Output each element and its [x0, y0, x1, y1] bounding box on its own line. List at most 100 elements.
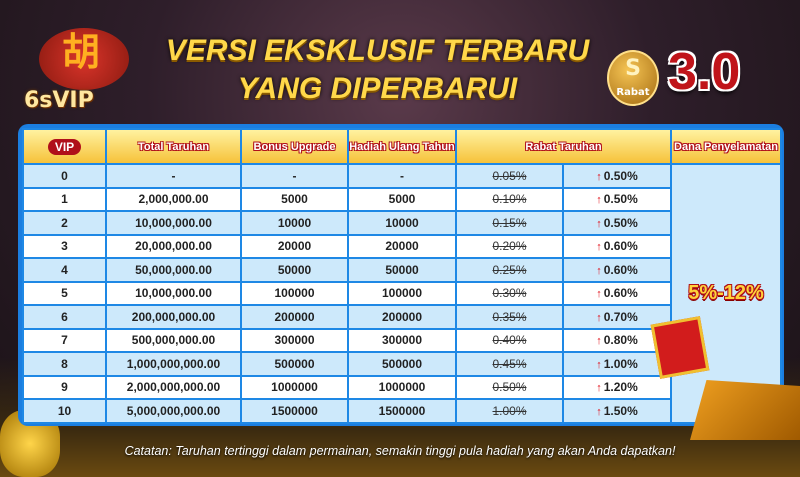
cell-hadiah: 1500000	[347, 398, 457, 424]
rabat-new-value: 0.60%	[603, 262, 638, 277]
table-row: 0- - -0.05% ↑ 0.50% 5%-12%	[22, 163, 783, 424]
cell-total: 2,000,000,000.00	[105, 374, 242, 400]
arrow-up-icon: ↑	[596, 382, 602, 395]
cell-rabat-new: ↑ 0.60%	[561, 233, 673, 259]
title-line-2: YANG DIPERBARUI	[237, 72, 518, 105]
cell-rabat-old: 0.25%	[455, 257, 564, 283]
table-row: 1 2,000,000.00 5000 5000 0.10% ↑ 0.50%	[22, 186, 781, 212]
vip-label: VIP	[47, 138, 82, 155]
vip-table-container: VIP Total Taruhan Bonus Upgrade Hadiah U…	[18, 124, 784, 426]
arrow-up-icon: ↑	[596, 264, 602, 277]
cell-rabat-old: 0.10%	[455, 186, 564, 212]
cell-dana: 5%-12%	[670, 163, 783, 424]
cell-vip: 8	[22, 351, 107, 377]
cell-hadiah: 20000	[347, 233, 457, 259]
cell-hadiah: 10000	[347, 210, 457, 236]
rabat-coin-icon: S Rabat	[607, 50, 659, 106]
header-vip: VIP	[22, 128, 107, 165]
table-row: 9 2,000,000,000.00 1000000 1000000 0.50% ↑ 1.2…	[22, 374, 781, 400]
treasure-box-icon	[690, 380, 800, 440]
cell-total: 200,000,000.00	[105, 304, 242, 330]
rabat-new-value: 0.50%	[603, 192, 638, 207]
cell-rabat-new: ↑ 1.00%	[561, 351, 673, 377]
rabat-new-value: 0.60%	[603, 286, 638, 301]
table-row: 4 50,000,000.00 50000 50000 0.25% ↑ 0.60%	[22, 257, 781, 283]
rabat-new-value: 0.60%	[603, 239, 638, 254]
arrow-up-icon: ↑	[596, 405, 602, 418]
title-line-1: VERSI EKSKLUSIF TERBARU	[165, 34, 590, 67]
arrow-up-icon: ↑	[596, 311, 602, 324]
cell-total: 5,000,000,000.00	[105, 398, 242, 424]
cell-rabat-old: 0.50%	[455, 374, 564, 400]
header-hadiah: Hadiah Ulang Tahun	[347, 128, 457, 165]
cell-rabat-new: ↑ 1.20%	[561, 374, 673, 400]
cell-vip: 0	[22, 163, 107, 189]
arrow-up-icon: ↑	[596, 170, 602, 183]
arrow-up-icon: ↑	[596, 358, 602, 371]
cell-bonus: 500000	[240, 351, 349, 377]
cell-bonus: 5000	[240, 186, 349, 212]
cell-bonus: 20000	[240, 233, 349, 259]
vip-table: VIP Total Taruhan Bonus Upgrade Hadiah U…	[22, 128, 783, 424]
cell-bonus: -	[240, 163, 349, 189]
header-dana: Dana Penyelamatan	[670, 128, 783, 165]
arrow-up-icon: ↑	[596, 217, 602, 230]
cell-total: -	[105, 163, 242, 189]
cell-hadiah: 300000	[347, 327, 457, 353]
cell-bonus: 300000	[240, 327, 349, 353]
arrow-up-icon: ↑	[596, 194, 602, 207]
cell-vip: 4	[22, 257, 107, 283]
rabat-symbol: S	[625, 56, 641, 81]
cell-rabat-old: 0.30%	[455, 280, 564, 306]
cell-bonus: 50000	[240, 257, 349, 283]
header-rabat: Rabat Taruhan	[454, 128, 673, 165]
cell-total: 2,000,000.00	[105, 186, 242, 212]
logo-emblem	[39, 28, 129, 90]
arrow-up-icon: ↑	[596, 241, 602, 254]
cell-rabat-new: ↑ 0.60%	[561, 280, 673, 306]
cell-total: 500,000,000.00	[105, 327, 242, 353]
cell-total: 10,000,000.00	[105, 280, 242, 306]
header-total: Total Taruhan	[105, 128, 242, 165]
table-row: 8 1,000,000,000.00 500000 500000 0.45% ↑ 1.00%	[22, 351, 781, 377]
cell-hadiah: 1000000	[347, 374, 457, 400]
gift-box-icon	[650, 316, 710, 379]
table-row: 3 20,000,000.00 20000 20000 0.20% ↑ 0.60%	[22, 233, 781, 259]
cell-hadiah: 500000	[347, 351, 457, 377]
arrow-up-icon: ↑	[596, 335, 602, 348]
rabat-new-value: 0.50%	[603, 215, 638, 230]
cell-rabat-old: 0.20%	[455, 233, 564, 259]
rabat-new-value: 0.70%	[603, 309, 638, 324]
cell-vip: 6	[22, 304, 107, 330]
cell-rabat-old: 0.15%	[455, 210, 564, 236]
cell-rabat-old: 0.40%	[455, 327, 564, 353]
logo-character: 胡	[62, 29, 101, 74]
arrow-up-icon: ↑	[596, 288, 602, 301]
version-number: 3.0	[668, 43, 741, 101]
table-row: 6 200,000,000.00 200000 200000 0.35% ↑ 0.70%	[22, 304, 781, 330]
rabat-new-value: 1.00%	[603, 356, 638, 371]
cell-hadiah: 50000	[347, 257, 457, 283]
cell-rabat-old: 0.05%	[455, 163, 564, 189]
cell-rabat-new: ↑ 0.50%	[561, 186, 673, 212]
footer-note: Catatan: Taruhan tertinggi dalam permain…	[124, 444, 676, 458]
cell-total: 50,000,000.00	[105, 257, 242, 283]
cell-rabat-new: ↑ 0.60%	[561, 257, 673, 283]
page-title: VERSI EKSKLUSIF TERBARU YANG DIPERBARUI	[155, 32, 600, 108]
table-header: VIP Total Taruhan Bonus Upgrade Hadiah U…	[22, 128, 783, 165]
cell-vip: 1	[22, 186, 107, 212]
cell-total: 10,000,000.00	[105, 210, 242, 236]
rabat-label: Rabat	[616, 87, 650, 98]
cell-vip: 7	[22, 327, 107, 353]
rabat-new-value: 1.20%	[603, 380, 638, 395]
cell-bonus: 1500000	[240, 398, 349, 424]
cell-vip: 2	[22, 210, 107, 236]
rabat-new-value: 0.50%	[603, 168, 638, 183]
cell-total: 1,000,000,000.00	[105, 351, 242, 377]
cell-rabat-old: 0.45%	[455, 351, 564, 377]
cell-rabat-new: ↑ 0.50%	[561, 210, 673, 236]
cell-rabat-old: 1.00%	[455, 398, 564, 424]
cell-hadiah: 200000	[347, 304, 457, 330]
cell-vip: 5	[22, 280, 107, 306]
table-row: 2 10,000,000.00 10000 10000 0.15% ↑ 0.50%	[22, 210, 781, 236]
